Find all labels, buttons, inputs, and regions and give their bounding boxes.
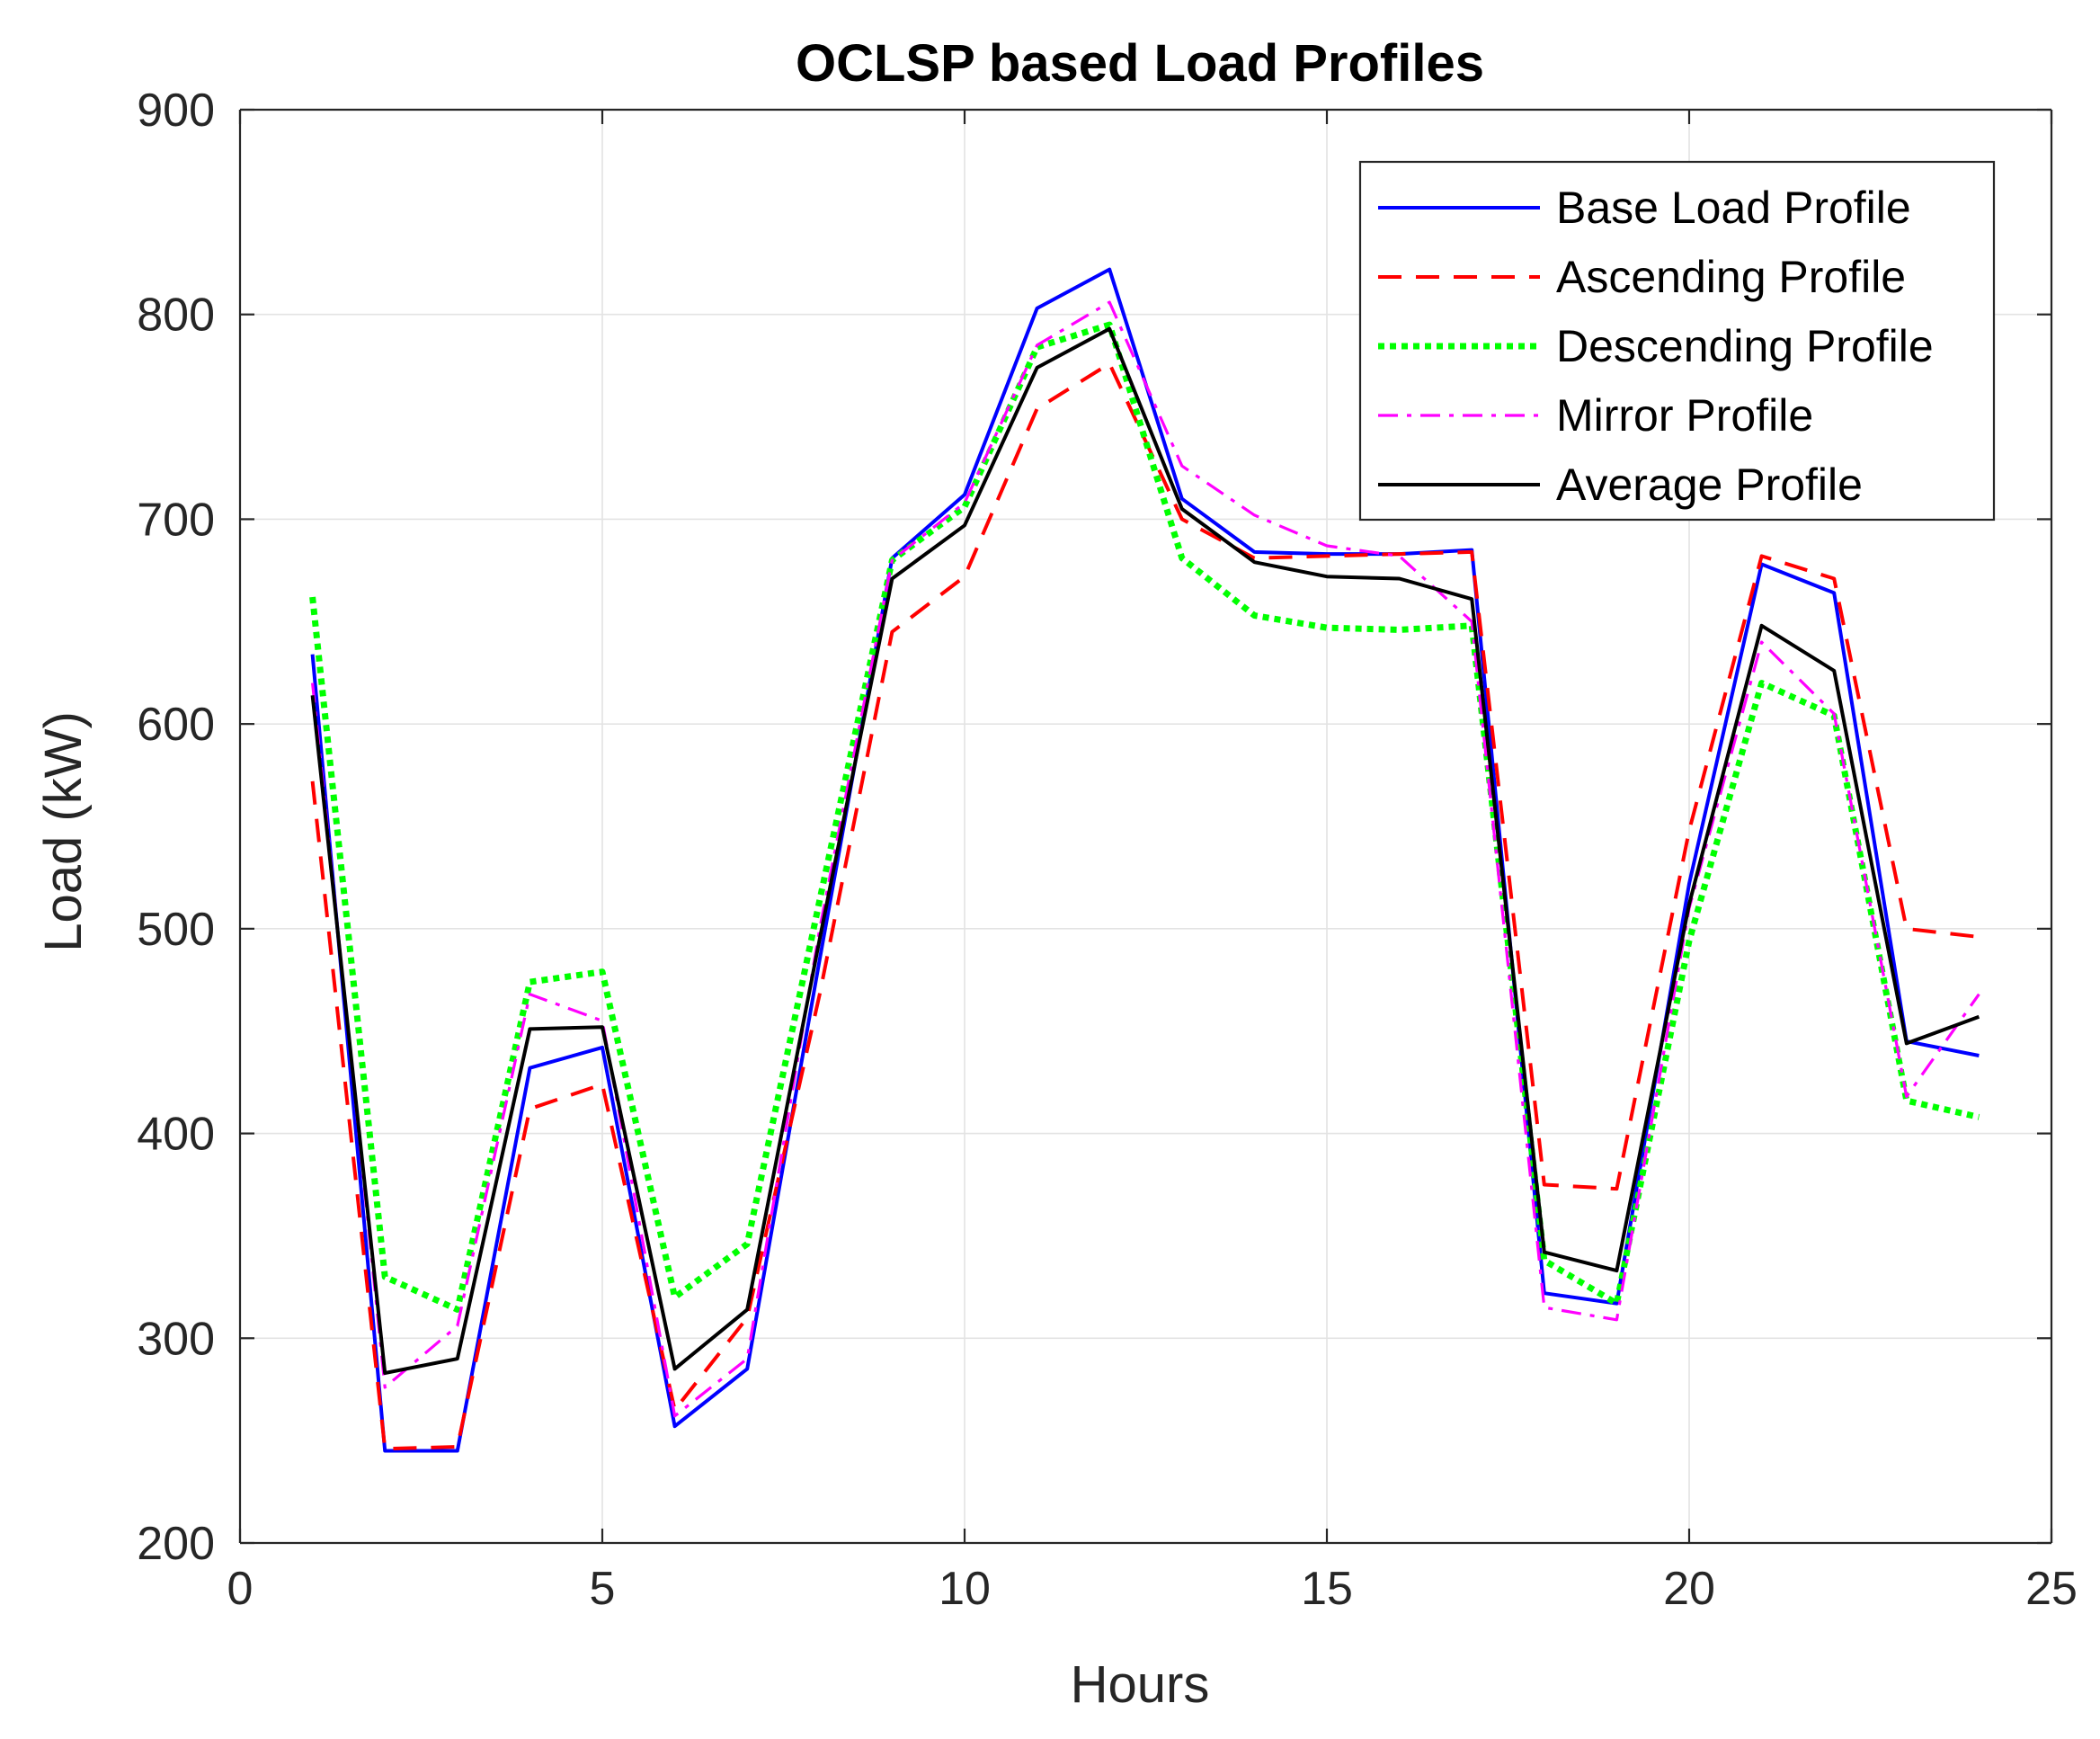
x-tick-label: 5	[590, 1563, 616, 1615]
legend-label-mirror-profile: Mirror Profile	[1556, 390, 1813, 441]
x-tick-label: 10	[939, 1563, 991, 1615]
x-tick-label: 25	[2025, 1563, 2078, 1615]
series-descending-profile	[309, 321, 1980, 1313]
series-line-descending-profile	[309, 321, 1980, 1313]
y-tick-label: 600	[137, 699, 215, 751]
y-axis-label: Load (kW)	[34, 711, 93, 952]
y-tick-label: 900	[137, 85, 215, 137]
legend-label-base-load-profile: Base Load Profile	[1556, 183, 1911, 233]
chart-title: OCLSP based Load Profiles	[796, 34, 1484, 93]
series-ascending-profile	[310, 361, 1980, 1451]
series-layer	[309, 267, 1980, 1453]
y-tick-label: 700	[137, 494, 215, 546]
series-average-profile	[310, 326, 1980, 1375]
x-axis-label: Hours	[1071, 1655, 1210, 1714]
y-tick-label: 800	[137, 290, 215, 342]
axes	[238, 108, 2053, 1545]
x-tick-label: 0	[227, 1563, 254, 1615]
legend-label-descending-profile: Descending Profile	[1556, 321, 1934, 371]
y-tick-label: 300	[137, 1313, 215, 1365]
legend-label-ascending-profile: Ascending Profile	[1556, 252, 1906, 302]
y-tick-label: 400	[137, 1109, 215, 1161]
series-line-average-profile	[310, 326, 1980, 1375]
legend-label-average-profile: Average Profile	[1556, 459, 1863, 510]
ticks: 0 5 10 15 20 25 200 300 400 500 600 700 800 900	[137, 85, 2078, 1615]
y-tick-label: 200	[137, 1518, 215, 1570]
legend-box	[1358, 160, 1996, 522]
legend: Base Load Profile Ascending Profile Descen…	[1358, 160, 1996, 522]
x-tick-label: 15	[1301, 1563, 1353, 1615]
y-tick-label: 500	[137, 904, 215, 956]
series-line-ascending-profile	[310, 361, 1980, 1451]
x-tick-label: 20	[1663, 1563, 1715, 1615]
